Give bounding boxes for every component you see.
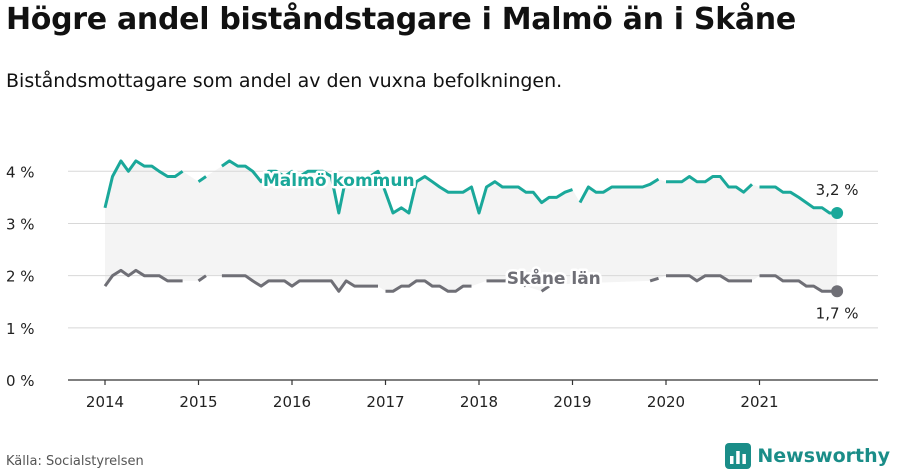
series-line-malmo (221, 159, 573, 215)
x-tick-label: 2014 (86, 393, 124, 411)
series-line-skane (540, 284, 550, 293)
series-line-malmo (197, 175, 207, 183)
series-end-point-skane (831, 285, 844, 298)
y-tick-label: 1 % (6, 320, 35, 338)
series-line-skane (649, 276, 659, 283)
brand-name: Newsworthy (757, 445, 890, 467)
series-line-skane (103, 268, 183, 287)
brand-logo[interactable]: Newsworthy (725, 443, 890, 469)
end-value-label-skane: 1,7 % (816, 304, 859, 322)
x-tick-label: 2017 (366, 393, 404, 411)
x-tick-label: 2015 (179, 393, 217, 411)
source-note: Källa: Socialstyrelsen (6, 454, 144, 469)
x-tick-label: 2016 (273, 393, 311, 411)
newsworthy-bar-chart-icon (725, 443, 752, 469)
chart-subtitle: Biståndsmottagare som andel av den vuxna… (6, 70, 563, 92)
series-line-malmo (666, 175, 754, 194)
end-value-label-malmo: 3,2 % (816, 181, 859, 199)
series-label-malmo: Malmö kommun (263, 171, 415, 191)
x-tick-label: 2021 (740, 393, 778, 411)
y-tick-label: 2 % (6, 268, 35, 286)
series-line-malmo (103, 159, 184, 209)
chart-title: Högre andel biståndstagare i Malmö än i … (6, 2, 796, 37)
series-end-point-malmo (831, 207, 844, 220)
series-label-skane: Skåne län (507, 267, 601, 289)
y-tick-label: 3 % (6, 215, 35, 233)
series-line-skane (666, 274, 752, 283)
series-line-skane (197, 274, 207, 283)
x-tick-label: 2019 (553, 393, 591, 411)
difference-band (105, 160, 838, 292)
series-line-skane (221, 274, 378, 293)
series-label-malmo-halo: Malmö kommun (263, 171, 415, 191)
series-line-skane (759, 274, 838, 293)
y-tick-label: 4 % (6, 163, 35, 181)
x-tick-label: 2018 (460, 393, 498, 411)
series-label-skane-halo: Skåne län (507, 267, 601, 289)
series-line-skane (385, 279, 472, 293)
y-tick-label: 0 % (6, 372, 35, 390)
series-line-skane (486, 279, 527, 288)
series-line-malmo (759, 185, 838, 215)
x-tick-label: 2020 (647, 393, 685, 411)
series-line-malmo (578, 177, 660, 204)
